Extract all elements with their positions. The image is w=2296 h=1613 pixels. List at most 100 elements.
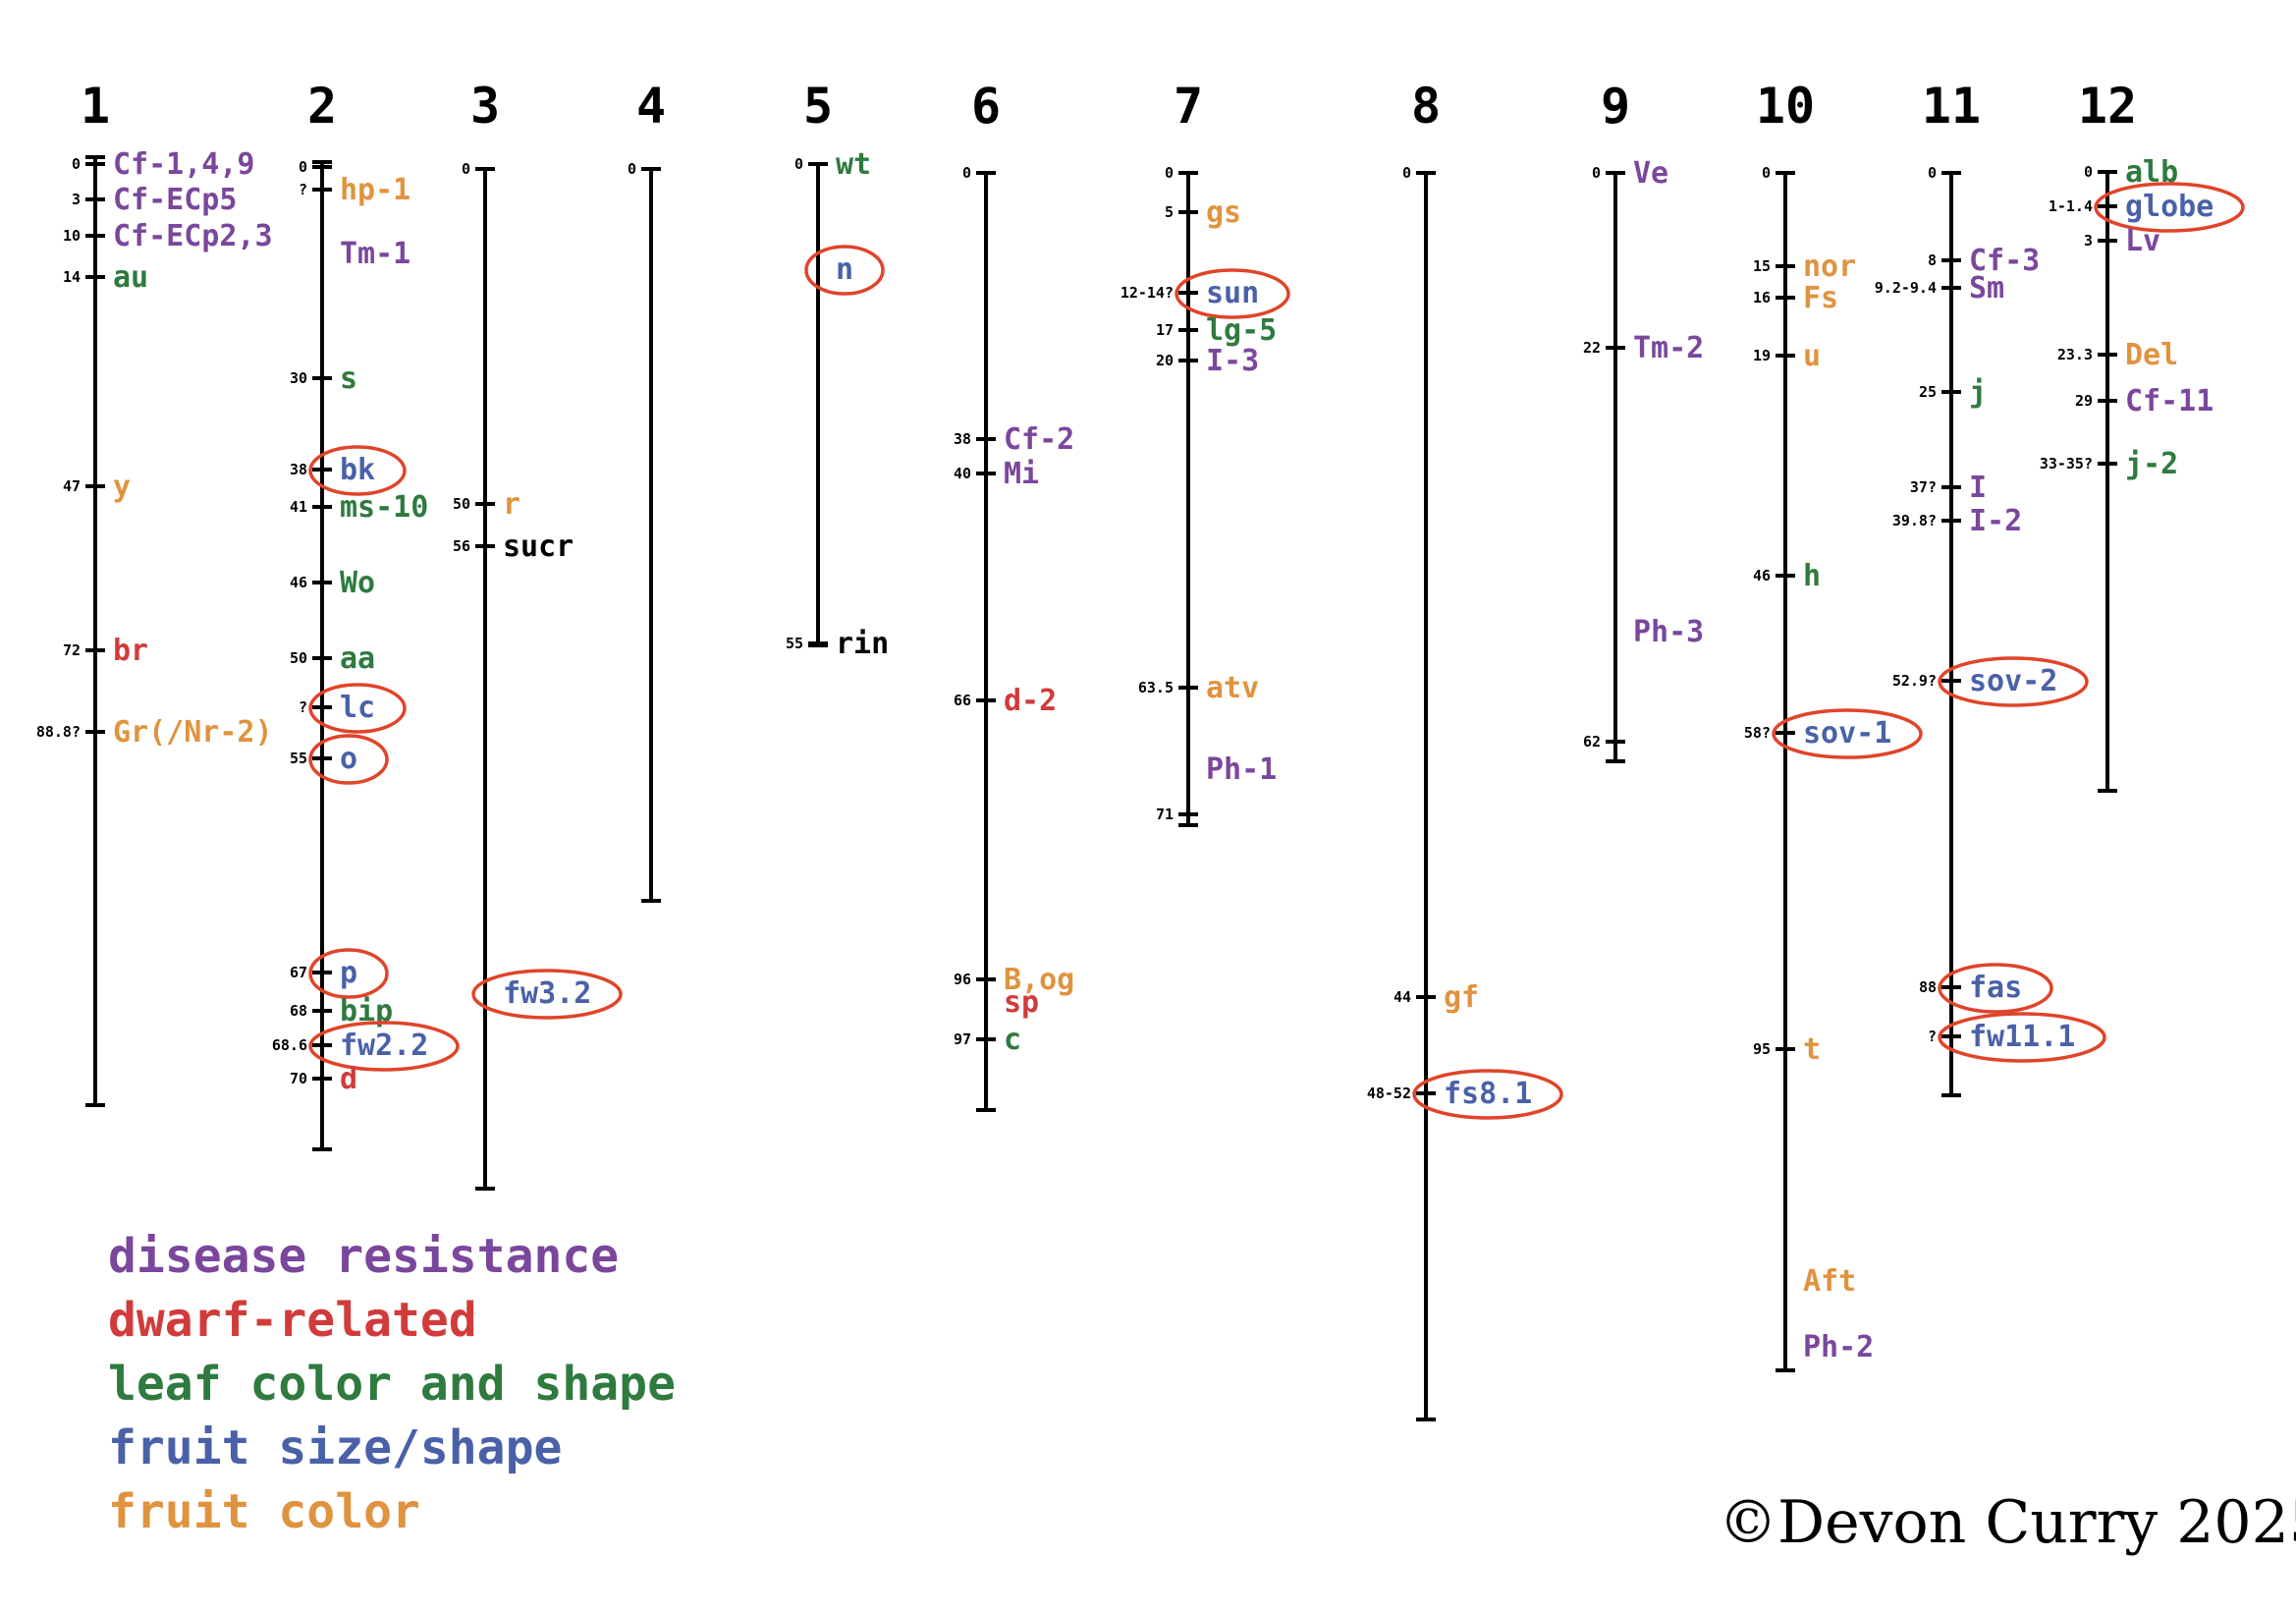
- chromosome-2: 2 0? hp-1 Tm-1 30 s 38 bk 41 ms-10 46 Wo 50 aa? lc 55 o 6…: [272, 78, 460, 1151]
- gene-position: 0: [1928, 164, 1937, 182]
- gene-name: h: [1803, 559, 1821, 593]
- gene-name: nor: [1803, 250, 1856, 284]
- gene-position: 58?: [1744, 724, 1771, 742]
- gene-name: wt: [836, 147, 871, 182]
- gene-name: Cf-11: [2125, 384, 2214, 418]
- gene-marker: 88.8? Gr(/Nr-2): [36, 715, 273, 750]
- gene-position: 10: [63, 227, 81, 245]
- gene-position: 3: [2084, 232, 2093, 250]
- gene-name: Cf-1,4,9: [113, 147, 255, 182]
- gene-position: 0: [1402, 164, 1411, 182]
- gene-position: 1-1.4: [2049, 197, 2093, 215]
- gene-name: o: [340, 742, 357, 776]
- gene-position: 5: [1165, 203, 1174, 221]
- legend-item-leaf: leaf color and shape: [108, 1357, 676, 1412]
- gene-name: j-2: [2125, 447, 2178, 481]
- gene-marker: 0: [1402, 164, 1436, 182]
- legend-item-disease: disease resistance: [108, 1229, 619, 1284]
- highlight-circle: [308, 1021, 460, 1072]
- gene-name: bk: [340, 453, 375, 487]
- gene-name: lc: [340, 691, 375, 725]
- gene-name: gf: [1444, 980, 1479, 1015]
- gene-name: sucr: [503, 529, 574, 564]
- gene-marker: 25 j: [1919, 375, 1987, 410]
- gene-position: 25: [1919, 383, 1937, 401]
- gene-name: Aft: [1803, 1264, 1856, 1299]
- gene-position: 0: [462, 160, 470, 178]
- gene-position: 0: [794, 155, 803, 173]
- gene-marker: Ph-1: [1206, 752, 1277, 787]
- gene-marker: 14 au: [63, 260, 148, 295]
- gene-name: Cf-ECp5: [113, 183, 237, 217]
- gene-name: fs8.1: [1444, 1077, 1532, 1111]
- gene-name: Cf-2: [1004, 422, 1074, 457]
- highlight-circle: [308, 734, 389, 785]
- gene-name: Fs: [1803, 281, 1838, 315]
- gene-name: globe: [2125, 190, 2214, 224]
- gene-name: p: [340, 956, 357, 990]
- highlight-circle: [308, 683, 407, 734]
- gene-name: I-3: [1206, 344, 1259, 378]
- highlight-circle: [1175, 268, 1290, 319]
- gene-name: u: [1803, 339, 1821, 373]
- gene-name: d-2: [1004, 684, 1057, 718]
- gene-marker: 0 Cf-1,4,9: [72, 147, 255, 182]
- gene-position: 47: [63, 477, 81, 495]
- highlight-circle: [1938, 656, 2089, 707]
- gene-name: Wo: [340, 566, 375, 600]
- legend-item-fruit-color: fruit color: [108, 1484, 420, 1539]
- gene-marker: 1-1.4 globe: [2049, 182, 2245, 233]
- gene-position: 0: [72, 155, 81, 173]
- highlight-circle: [1772, 708, 1923, 759]
- gene-name: Cf-3: [1969, 244, 2040, 278]
- gene-position: 15: [1753, 257, 1771, 275]
- gene-name: Mi: [1004, 457, 1039, 491]
- gene-marker: 68.6 fw2.2: [272, 1021, 460, 1072]
- gene-name: Sm: [1969, 271, 2004, 306]
- highlight-circle: [1938, 963, 2053, 1014]
- gene-marker: 0: [628, 160, 661, 178]
- chromosome-label: 3: [470, 78, 500, 135]
- gene-marker: 17 lg-5: [1156, 313, 1277, 348]
- gene-marker: 67 p: [290, 948, 389, 999]
- gene-marker: 0: [1165, 164, 1198, 182]
- gene-position: 19: [1753, 347, 1771, 364]
- gene-position: 17: [1156, 321, 1174, 339]
- gene-marker: Ph-3: [1633, 615, 1704, 649]
- gene-position: 40: [954, 465, 971, 482]
- gene-marker: 20 I-3: [1156, 344, 1259, 378]
- gene-marker: fw3.2: [471, 969, 623, 1020]
- gene-marker: 40 Mi: [954, 457, 1039, 491]
- gene-name: B,og: [1004, 963, 1074, 997]
- gene-position: 68.6: [272, 1036, 307, 1054]
- gene-marker: 46 Wo: [290, 566, 375, 600]
- gene-marker: 29 Cf-11: [2075, 384, 2214, 418]
- chromosome-7: 7 0 5 gs 12-14? sun 17 lg-5 20 I-3 63.5 atv Ph-1 71: [1121, 78, 1290, 827]
- chromosome-10: 10 0 15 nor 16 Fs 19 u 46 h 58? sov-1 95 t Aft Ph-2: [1744, 78, 1923, 1372]
- gene-name: Ph-3: [1633, 615, 1704, 649]
- gene-marker: 72 br: [63, 634, 148, 668]
- gene-name: fw2.2: [340, 1029, 428, 1063]
- gene-position: 50: [453, 495, 470, 513]
- gene-marker: 10 Cf-ECp2,3: [63, 219, 273, 253]
- gene-position: 16: [1753, 289, 1771, 306]
- gene-position: 14: [63, 268, 81, 286]
- gene-marker: ? hp-1: [299, 173, 410, 207]
- gene-name: s: [340, 362, 357, 396]
- gene-marker: 19 u: [1753, 339, 1821, 373]
- gene-position: 48-52: [1367, 1085, 1411, 1102]
- gene-position: 23.3: [2057, 346, 2093, 363]
- gene-position: 95: [1753, 1040, 1771, 1058]
- gene-name: I: [1969, 471, 1987, 505]
- gene-marker: 0: [462, 160, 495, 178]
- gene-marker: 3 Lv: [2084, 224, 2160, 258]
- gene-marker: 56 sucr: [453, 529, 574, 564]
- chromosome-label: 7: [1174, 78, 1203, 135]
- gene-position: 96: [954, 971, 971, 988]
- chromosome-11: 11 0 8 Cf-3 9.2-9.4 Sm 25 j 37? I 39.8? I-2 52.9? sov…: [1875, 78, 2106, 1097]
- gene-position: 63.5: [1138, 679, 1174, 696]
- gene-marker: 55 rin: [786, 627, 889, 661]
- gene-marker: 97 c: [954, 1023, 1021, 1057]
